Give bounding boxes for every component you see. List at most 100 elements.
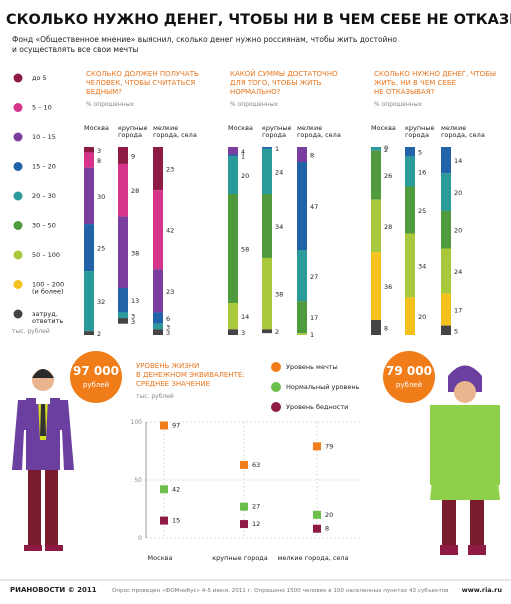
- value-label: 24: [454, 268, 462, 276]
- bar-segment: [297, 162, 307, 251]
- value-label: 27: [310, 273, 318, 281]
- legend-swatch: [271, 362, 281, 372]
- value-label: 42: [166, 227, 174, 235]
- bar-segment: [84, 331, 94, 335]
- bar-segment: [371, 319, 381, 335]
- value-label: 9: [131, 152, 135, 160]
- dot-marker: [240, 502, 248, 511]
- column-label: города, села: [441, 131, 485, 139]
- bar-segment: [118, 312, 128, 319]
- bar-segment: [84, 224, 94, 272]
- value-label: 20: [454, 189, 462, 197]
- value-label: 1: [310, 331, 314, 339]
- value-label: 2: [275, 328, 279, 336]
- legend-label: затруд.: [32, 310, 58, 318]
- value-label: 6: [166, 315, 170, 323]
- value-label: 14: [241, 313, 249, 321]
- dot-marker: [240, 520, 248, 529]
- bar-segment: [262, 147, 272, 149]
- bar-segment: [405, 297, 415, 335]
- value-label: 20: [325, 511, 333, 519]
- column-label: мелкие: [297, 124, 322, 132]
- bar-segment: [118, 318, 128, 324]
- column-label: города, села: [297, 131, 341, 139]
- title: СКОЛЬКО НУЖНО ДЕНЕГ, ЧТОБЫ НИ В ЧЕМ СЕБЕ…: [6, 12, 511, 28]
- bar-segment: [371, 252, 381, 320]
- bar-segment: [153, 147, 163, 191]
- legend-swatch: [13, 162, 23, 171]
- dot-marker: [160, 421, 168, 430]
- footer-site: www.ria.ru: [462, 586, 503, 594]
- column-label: города, села: [153, 131, 197, 139]
- value-label: 36: [384, 283, 392, 291]
- bar-segment: [441, 293, 451, 326]
- subtitle: Фонд «Общественное мнение» выяснил, скол…: [12, 35, 397, 44]
- chart-title: НОРМАЛЬНО?: [230, 88, 281, 96]
- bar-segment: [118, 288, 128, 313]
- bar-segment: [405, 156, 415, 187]
- bar-segment: [153, 323, 163, 330]
- x-tick-label: Москва: [148, 554, 173, 562]
- value-label: 17: [454, 307, 462, 315]
- legend-label: (и более): [32, 288, 64, 296]
- value-label: 3: [241, 329, 245, 337]
- y-tick-label: 50: [134, 477, 142, 484]
- footer-note: Опрос проведен «ФОМнибус» 4-5 июня, 2011…: [112, 588, 448, 594]
- legend-label: 10 – 15: [32, 133, 56, 141]
- legend-label: 100 – 200: [32, 281, 64, 289]
- legend-swatch: [13, 103, 23, 112]
- legend-swatch: [13, 221, 23, 230]
- value-label: 13: [131, 297, 139, 305]
- bar-segment: [118, 163, 128, 217]
- column-label: города: [262, 131, 286, 139]
- value-label: 14: [454, 157, 462, 165]
- chart-title: В ДЕНЕЖНОМ ЭКВИВАЛЕНТЕ:: [136, 371, 245, 379]
- value-label: 30: [97, 193, 105, 201]
- value-label: 20: [241, 172, 249, 180]
- callout-unit: рублей: [396, 381, 422, 389]
- value-label: 47: [310, 203, 318, 211]
- subtitle: и осуществлять все свои мечты: [12, 45, 138, 54]
- dot-marker: [160, 485, 168, 494]
- chart-title: НЕ ОТКАЗЫВАЯ?: [374, 88, 435, 96]
- value-label: 17: [310, 314, 318, 322]
- legend-label: Уровень мечты: [286, 363, 338, 371]
- legend-label: Уровень бедности: [286, 403, 348, 411]
- value-label: 20: [418, 313, 426, 321]
- value-label: 26: [384, 172, 392, 180]
- value-label: 23: [166, 288, 174, 296]
- value-label: 3: [166, 324, 170, 332]
- bar-segment: [153, 329, 163, 335]
- bar-segment: [441, 147, 451, 174]
- column-label: мелкие: [153, 124, 178, 132]
- legend-label: Нормальный уровень: [286, 383, 360, 391]
- y-tick-label: 100: [131, 419, 143, 426]
- bar-segment: [262, 148, 272, 194]
- callout-amount: 79 000: [386, 364, 432, 378]
- chart-title: УРОВЕНЬ ЖИЗНИ: [136, 362, 199, 370]
- value-label: 1: [241, 152, 245, 160]
- value-label: 27: [252, 503, 260, 511]
- woman-figure: [430, 365, 500, 555]
- column-label: мелкие: [441, 124, 466, 132]
- column-label: Москва: [371, 124, 396, 132]
- legend-label: 30 – 50: [32, 222, 56, 230]
- value-label: 12: [252, 520, 260, 528]
- value-label: 2: [384, 146, 388, 154]
- dot-marker: [313, 442, 321, 451]
- chart-subtitle: % опрошенных: [86, 101, 134, 108]
- value-label: 79: [325, 442, 333, 450]
- bar-segment: [405, 186, 415, 234]
- value-label: 8: [325, 525, 329, 533]
- legend-swatch: [271, 402, 281, 412]
- legend-label: 20 – 30: [32, 192, 56, 200]
- legend-label: ответить: [32, 317, 63, 325]
- bar-segment: [441, 248, 451, 294]
- bar-segment: [371, 199, 381, 253]
- value-label: 42: [172, 485, 180, 493]
- value-label: 34: [418, 262, 426, 270]
- bar-segment: [262, 329, 272, 334]
- dot-marker: [160, 516, 168, 525]
- bar-segment: [84, 271, 94, 332]
